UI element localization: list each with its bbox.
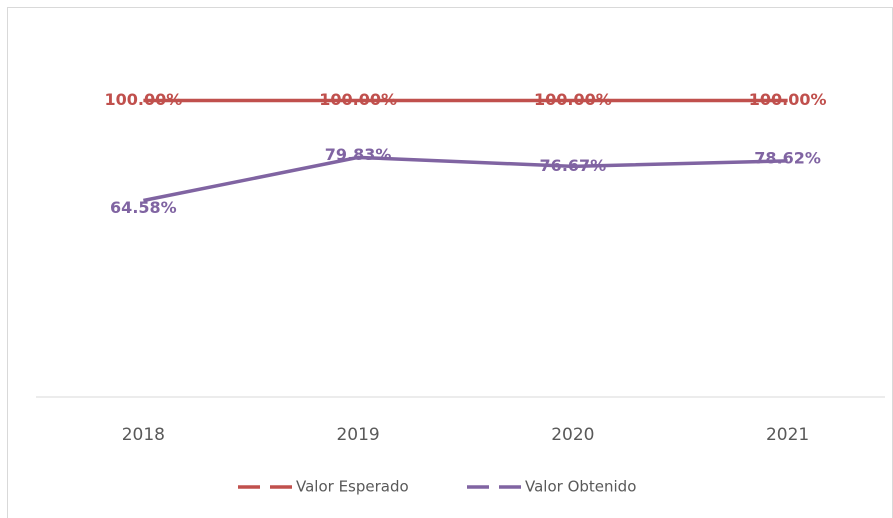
x-tick-label: 2019	[336, 425, 379, 445]
legend-label: Valor Obtenido	[525, 478, 636, 496]
data-label: 76.67%	[540, 156, 607, 175]
data-label: 100.00%	[749, 90, 827, 109]
x-tick-label: 2020	[551, 425, 594, 445]
data-label: 100.00%	[319, 90, 397, 109]
data-label: 100.00%	[104, 90, 182, 109]
data-label: 64.58%	[110, 198, 177, 217]
data-label: 78.62%	[754, 148, 821, 167]
legend-label: Valor Esperado	[296, 478, 409, 496]
x-tick-label: 2018	[122, 425, 165, 445]
data-label: 79.83%	[325, 145, 392, 164]
x-tick-label: 2021	[766, 425, 809, 445]
line	[143, 155, 788, 203]
data-label: 100.00%	[534, 90, 612, 109]
